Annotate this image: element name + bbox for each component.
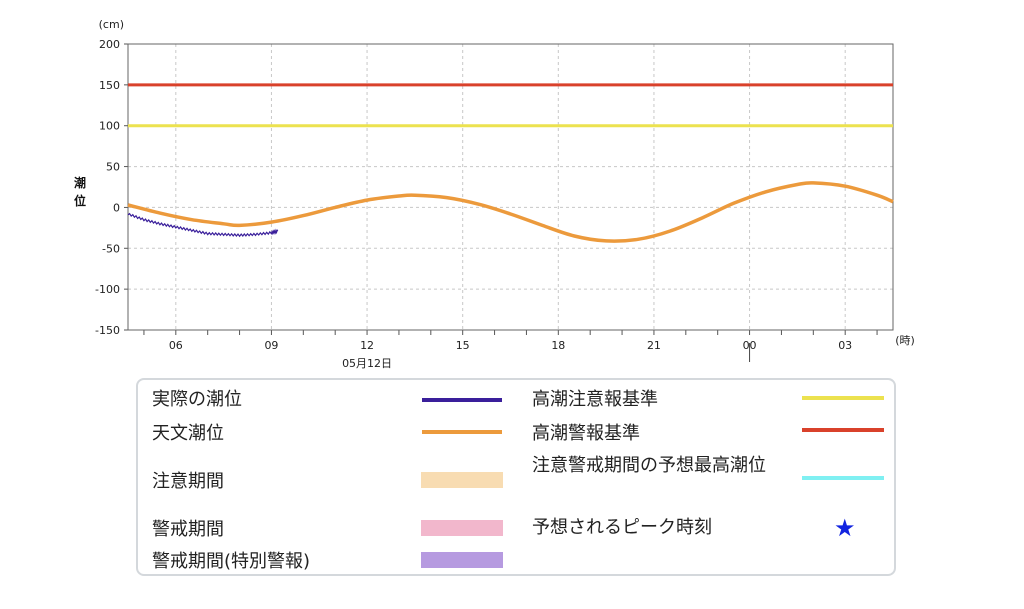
- y-tick-label: 0: [113, 201, 120, 214]
- date-label: 05月12日: [342, 357, 392, 370]
- legend-swatch-special-warning-period: [421, 552, 503, 568]
- y-unit-label: (cm): [99, 18, 124, 31]
- y-tick-label: -100: [95, 283, 120, 296]
- x-tick-label: 18: [551, 339, 565, 352]
- x-tick-label: 12: [360, 339, 374, 352]
- legend-swatch-actual-tide: [422, 398, 502, 402]
- legend-swatch-forecast-max-tide: [802, 476, 884, 480]
- legend-label-forecast-max-tide: 注意警戒期間の予想最高潮位: [532, 455, 766, 476]
- star-icon: ★: [834, 514, 856, 542]
- x-tick-label: 06: [169, 339, 183, 352]
- y-tick-label: -50: [102, 242, 120, 255]
- x-tick-label: 15: [456, 339, 470, 352]
- legend-label-actual-tide: 実際の潮位: [152, 389, 242, 410]
- legend-label-special-warning-period: 警戒期間(特別警報): [152, 551, 311, 572]
- legend-label-peak-time: 予想されるピーク時刻: [532, 517, 712, 538]
- y-tick-label: 100: [99, 120, 120, 133]
- y-tick-label: 150: [99, 79, 120, 92]
- legend-swatch-warning-period: [421, 520, 503, 536]
- y-axis-title: 位: [74, 193, 86, 208]
- x-tick-label: 09: [264, 339, 278, 352]
- x-tick-label: 21: [647, 339, 661, 352]
- y-tick-label: 50: [106, 161, 120, 174]
- plot-area: [128, 44, 893, 330]
- y-tick-label: -150: [95, 324, 120, 337]
- legend-swatch-astronomical-tide: [422, 430, 502, 434]
- legend-swatch-storm-surge-advisory: [802, 396, 884, 400]
- legend-label-caution-period: 注意期間: [152, 471, 224, 492]
- legend-label-warning-period: 警戒期間: [152, 519, 224, 540]
- x-unit-label: (時): [895, 334, 915, 347]
- legend: 実際の潮位 天文潮位 注意期間 警戒期間 警戒期間(特別警報) 高潮注意報基準 …: [136, 378, 896, 576]
- legend-label-astronomical-tide: 天文潮位: [152, 423, 224, 444]
- plot-frame: [127, 43, 894, 331]
- x-tick-label: 03: [838, 339, 852, 352]
- legend-label-storm-surge-warning: 高潮警報基準: [532, 423, 640, 444]
- series-line-actual-tide: [127, 212, 279, 238]
- y-axis-title: 潮: [74, 175, 86, 190]
- legend-swatch-storm-surge-warning: [802, 428, 884, 432]
- series-line-astronomical-tide: [127, 181, 894, 243]
- legend-swatch-caution-period: [421, 472, 503, 488]
- y-tick-label: 200: [99, 38, 120, 51]
- legend-label-storm-surge-advisory: 高潮注意報基準: [532, 389, 658, 410]
